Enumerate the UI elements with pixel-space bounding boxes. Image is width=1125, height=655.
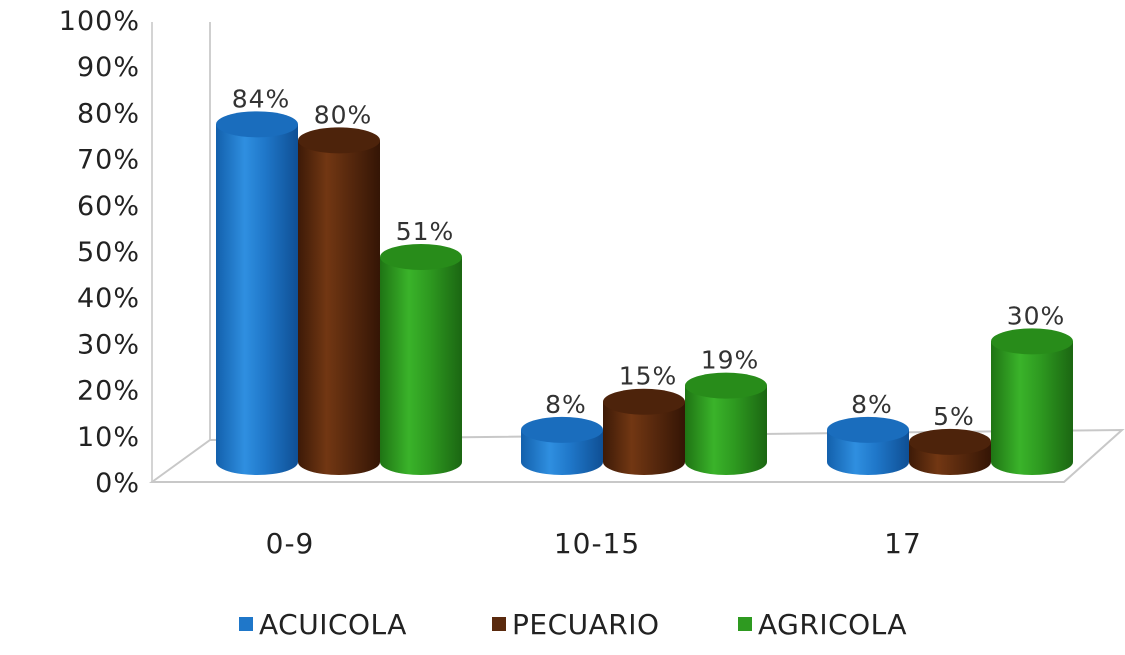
bar-cap (603, 388, 685, 415)
y-tick-label: 60% (77, 191, 140, 222)
bar-cap (216, 111, 298, 138)
bars-group (216, 111, 1073, 475)
bar-agricola-10-15 (685, 372, 767, 475)
legend-item-pecuario: PECUARIO (492, 608, 660, 641)
bar-body (216, 124, 298, 475)
bar-body (685, 385, 767, 475)
bar-pecuario-10-15 (603, 388, 685, 475)
y-tick-label: 50% (77, 237, 140, 268)
data-label: 5% (933, 402, 975, 431)
data-label: 19% (701, 346, 760, 375)
y-tick-label: 40% (77, 283, 140, 314)
legend-label: PECUARIO (512, 608, 660, 641)
legend-swatch (239, 617, 253, 631)
legend-swatch (492, 617, 506, 631)
data-label: 30% (1007, 301, 1066, 330)
data-label: 84% (232, 84, 291, 113)
bar-pecuario-17 (909, 428, 991, 475)
x-axis-labels: 0-9 10-15 17 (266, 527, 922, 560)
bar-body (521, 429, 603, 475)
bar-body (298, 140, 380, 475)
bar-agricola-0-9 (380, 243, 462, 475)
x-tick-label: 10-15 (554, 527, 640, 560)
legend-item-acuicola: ACUICOLA (239, 608, 407, 641)
y-tick-label: 20% (77, 376, 140, 407)
y-tick-label: 90% (77, 52, 140, 83)
data-label: 8% (851, 390, 893, 419)
bar-cap (521, 416, 603, 443)
legend-label: ACUICOLA (259, 608, 407, 641)
bar-body (827, 429, 909, 475)
x-tick-label: 17 (884, 527, 922, 560)
y-tick-label: 70% (77, 145, 140, 176)
y-tick-label: 100% (59, 6, 140, 37)
bar-cap (380, 243, 462, 270)
y-tick-label: 30% (77, 329, 140, 360)
data-label: 80% (314, 100, 373, 129)
legend-swatch (738, 617, 752, 631)
bar-acuicola-0-9 (216, 111, 298, 475)
bar-acuicola-10-15 (521, 416, 603, 475)
legend-item-agricola: AGRICOLA (738, 608, 907, 641)
y-tick-label: 10% (77, 422, 140, 453)
data-label: 8% (545, 390, 587, 419)
legend: ACUICOLA PECUARIO AGRICOLA (239, 608, 907, 641)
bar-cap (827, 416, 909, 443)
y-tick-label: 80% (77, 98, 140, 129)
data-labels-group: 84% 80% 51% 8% 15% 19% 8% 5% 30% (232, 84, 1066, 431)
bar-cap (909, 428, 991, 455)
bar-body (991, 341, 1073, 475)
bar-cap (685, 372, 767, 399)
bar-acuicola-17 (827, 416, 909, 475)
bar-cap (298, 127, 380, 154)
bar-cap (991, 328, 1073, 355)
data-label: 15% (619, 362, 678, 391)
bar-body (380, 256, 462, 475)
data-label: 51% (396, 217, 455, 246)
bar-agricola-17 (991, 328, 1073, 475)
x-tick-label: 0-9 (266, 527, 315, 560)
bar-pecuario-0-9 (298, 127, 380, 475)
y-tick-label: 0% (95, 468, 140, 499)
y-axis-ticks: 0% 10% 20% 30% 40% 50% 60% 70% 80% 90% 100% (59, 6, 140, 499)
bar-body (603, 401, 685, 475)
legend-label: AGRICOLA (758, 608, 907, 641)
